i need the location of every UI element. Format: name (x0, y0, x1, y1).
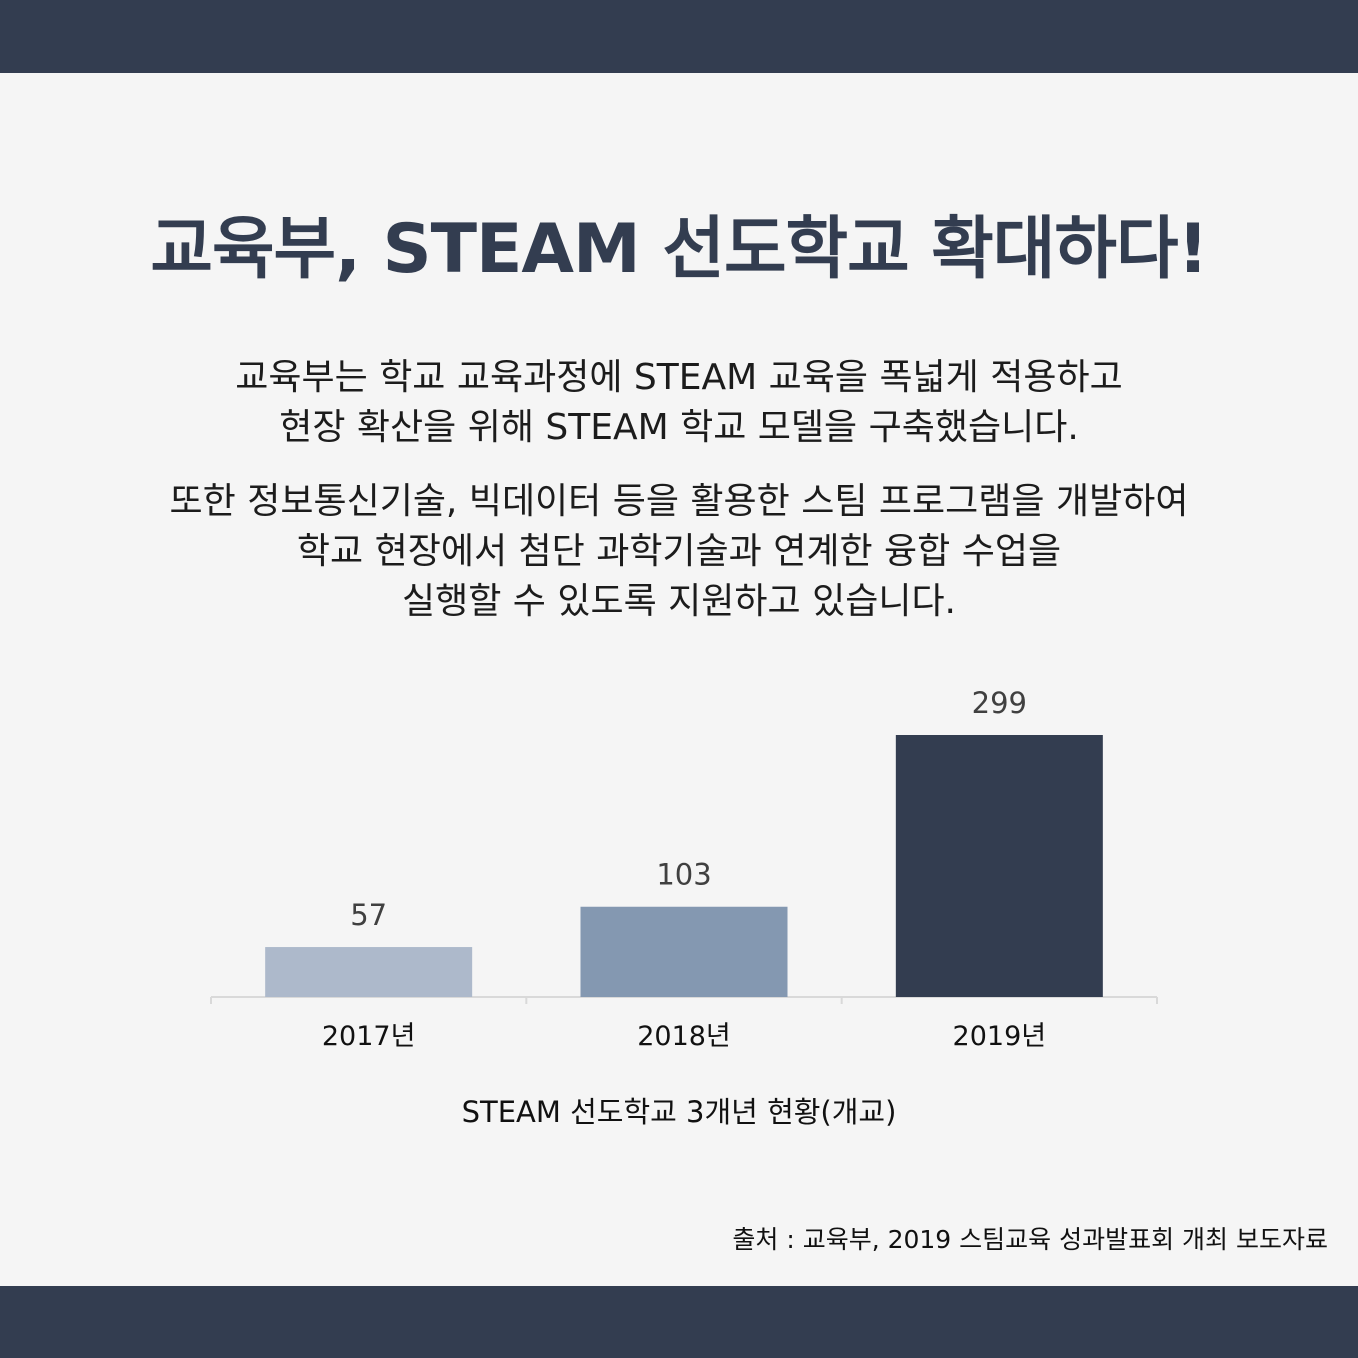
top-band (0, 0, 1358, 73)
detail-line-3: 실행할 수 있도록 지원하고 있습니다. (401, 581, 957, 622)
detail-paragraph: 또한 정보통신기술, 빅데이터 등을 활용한 스팀 프로그램을 개발하여 학교 … (40, 477, 1318, 627)
bar-value-label: 57 (350, 898, 387, 932)
chart-title: STEAM 선도학교 3개년 현황(개교) (461, 1095, 897, 1129)
category-tick-label: 2019년 (953, 1021, 1047, 1052)
intro-line-1: 교육부는 학교 교육과정에 STEAM 교육을 폭넓게 적용하고 (235, 357, 1123, 398)
category-tick-label: 2018년 (637, 1021, 731, 1052)
bar-chart: 57 2017년 103 2018년 299 2019년 (210, 686, 1158, 1052)
detail-line-2: 학교 현장에서 첨단 과학기술과 연계한 융합 수업을 (296, 531, 1062, 572)
category-tick-label: 2017년 (322, 1021, 416, 1052)
intro-line-2: 현장 확산을 위해 STEAM 학교 모델을 구축했습니다. (279, 407, 1079, 448)
detail-line-1: 또한 정보통신기술, 빅데이터 등을 활용한 스팀 프로그램을 개발하여 (169, 481, 1189, 522)
bottom-band (0, 1286, 1358, 1358)
bar-value-label: 299 (972, 686, 1027, 720)
bar-3 (895, 735, 1103, 997)
intro-paragraph: 교육부는 학교 교육과정에 STEAM 교육을 폭넓게 적용하고 현장 확산을 … (40, 353, 1318, 453)
page-title: 교육부, STEAM 선도학교 확대하다! (150, 210, 1208, 289)
bar-2 (580, 906, 788, 997)
bar-1 (265, 947, 473, 997)
bar-value-label: 103 (656, 858, 711, 892)
source-note: 출처 : 교육부, 2019 스팀교육 성과발표회 개최 보도자료 (732, 1225, 1328, 1254)
